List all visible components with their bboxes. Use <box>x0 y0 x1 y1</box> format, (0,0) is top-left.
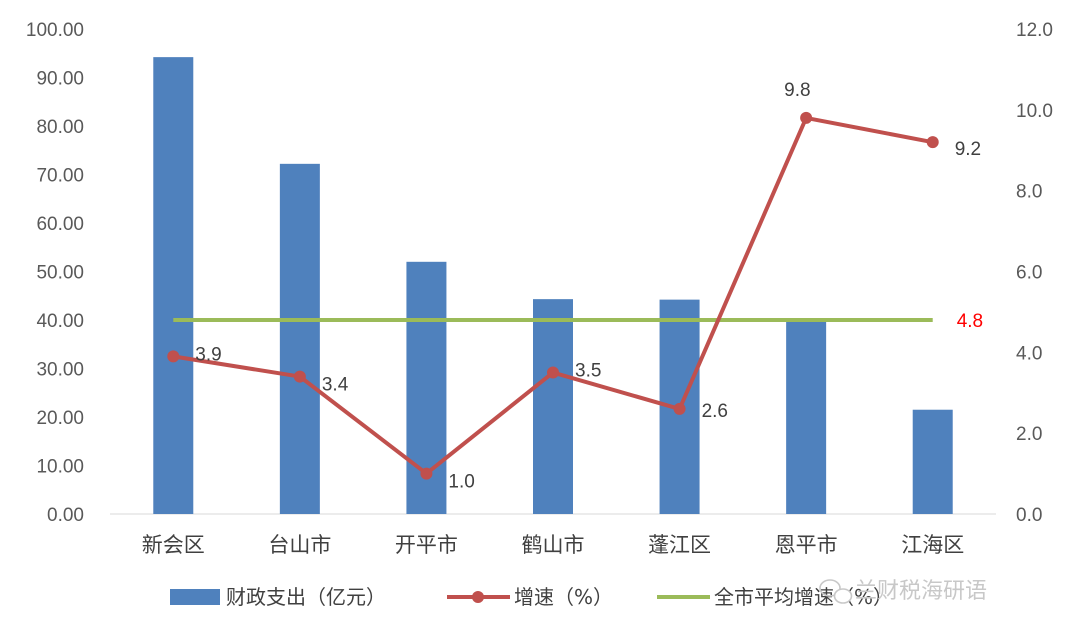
growth-data-label: 3.5 <box>575 361 601 382</box>
growth-point <box>674 403 686 415</box>
left-tick-label: 50.00 <box>36 263 84 284</box>
growth-data-label: 3.4 <box>322 375 349 396</box>
left-tick-label: 40.00 <box>36 311 84 332</box>
legend: 财政支出（亿元） 增速（%） 全市平均增速（%） <box>170 585 893 609</box>
average-data-label: 4.8 <box>957 311 983 332</box>
growth-data-label: 1.0 <box>448 472 474 493</box>
legend-swatch-bar <box>170 589 220 605</box>
growth-point <box>167 350 179 362</box>
growth-point <box>547 367 559 379</box>
category-label: 蓬江区 <box>648 533 711 557</box>
bar <box>153 57 193 514</box>
category-label: 恩平市 <box>775 533 838 557</box>
left-tick-label: 30.00 <box>36 360 84 381</box>
right-tick-label: 4.0 <box>1016 343 1042 364</box>
left-tick-label: 100.00 <box>26 20 84 41</box>
right-tick-label: 12.0 <box>1016 20 1053 41</box>
growth-data-label: 9.8 <box>784 80 810 101</box>
right-tick-label: 6.0 <box>1016 263 1042 284</box>
category-label: 台山市 <box>268 533 331 557</box>
growth-point <box>800 112 812 124</box>
bar <box>280 164 320 514</box>
left-tick-label: 70.00 <box>36 166 84 187</box>
category-label: 开平市 <box>395 533 458 557</box>
watermark-text: 兰财税海研语 <box>855 579 987 604</box>
watermark: 兰财税海研语 <box>820 579 987 604</box>
growth-data-label: 2.6 <box>702 401 728 422</box>
growth-point <box>294 371 306 383</box>
right-tick-label: 2.0 <box>1016 424 1042 445</box>
category-label: 江海区 <box>901 533 964 557</box>
category-label: 鹤山市 <box>522 533 585 557</box>
bar <box>786 320 826 514</box>
right-tick-label: 8.0 <box>1016 182 1042 203</box>
legend-label: 增速（%） <box>514 585 613 609</box>
growth-point <box>927 136 939 148</box>
legend-label: 财政支出（亿元） <box>226 585 386 609</box>
right-tick-label: 10.0 <box>1016 101 1053 122</box>
left-tick-label: 0.00 <box>47 505 84 526</box>
left-axis: 0.00 10.00 20.00 30.00 40.00 50.00 60.00 70.00 8… <box>26 20 84 526</box>
bar-series <box>153 57 952 514</box>
growth-data-label: 9.2 <box>955 139 981 160</box>
right-tick-label: 0.0 <box>1016 505 1042 526</box>
bar <box>533 299 573 514</box>
left-tick-label: 80.00 <box>36 117 84 138</box>
left-tick-label: 90.00 <box>36 69 84 90</box>
category-label: 新会区 <box>142 533 205 557</box>
legend-swatch-marker <box>472 591 484 603</box>
left-tick-label: 20.00 <box>36 408 84 429</box>
right-axis: 0.0 2.0 4.0 6.0 8.0 10.0 12.0 <box>1016 20 1053 526</box>
growth-data-label: 3.9 <box>195 344 221 365</box>
left-tick-label: 10.00 <box>36 457 84 478</box>
bar <box>913 410 953 514</box>
category-labels: 新会区 台山市 开平市 鹤山市 蓬江区 恩平市 江海区 <box>142 533 964 557</box>
growth-point <box>420 468 432 480</box>
left-tick-label: 60.00 <box>36 214 84 235</box>
